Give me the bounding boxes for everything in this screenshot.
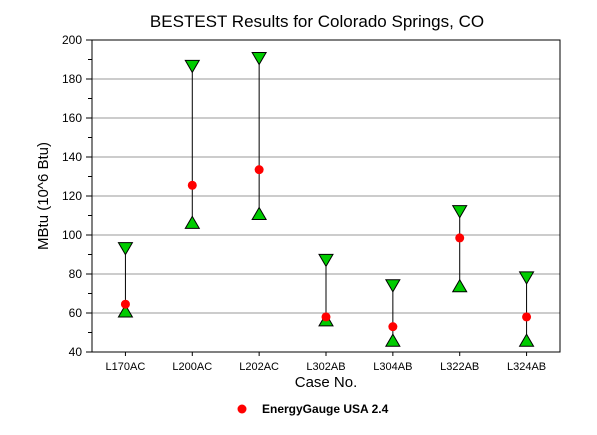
x-tick-label: L302AB: [306, 361, 345, 373]
range-min-marker: [117, 304, 134, 318]
data-point: [254, 165, 264, 175]
y-tick-label: 40: [69, 345, 83, 359]
data-point: [388, 322, 398, 332]
y-tick-label: 180: [62, 72, 82, 86]
y-tick-label: 140: [62, 150, 82, 164]
y-tick-label: 160: [62, 111, 82, 125]
range-max-marker: [384, 279, 401, 293]
y-axis-title: MBtu (10^6 Btu): [35, 142, 52, 250]
y-tick-label: 200: [62, 33, 82, 47]
legend-marker-energygauge: [237, 404, 247, 414]
range-min-marker: [184, 215, 201, 229]
legend-label-energygauge: EnergyGauge USA 2.4: [262, 402, 389, 416]
range-min-marker: [451, 278, 468, 293]
data-point: [522, 312, 532, 322]
legend: EnergyGauge USA 2.4: [237, 402, 389, 416]
range-max-marker: [451, 205, 468, 219]
x-tick-label: L324AB: [507, 361, 546, 373]
chart-title: BESTEST Results for Colorado Springs, CO: [150, 12, 484, 31]
x-tick-label: L200AC: [172, 361, 212, 373]
x-tick-label: L170AC: [106, 361, 146, 373]
data-point: [187, 180, 197, 190]
range-max-marker: [117, 242, 134, 256]
y-tick-label: 60: [69, 306, 83, 320]
x-tick-label: L304AB: [373, 361, 412, 373]
x-tick-label: L202AC: [239, 361, 279, 373]
data-point: [120, 299, 130, 309]
y-tick-label: 80: [69, 267, 83, 281]
range-min-marker: [384, 333, 401, 347]
range-max-marker: [251, 52, 268, 66]
range-max-marker: [518, 271, 535, 285]
x-axis-title: Case No.: [295, 374, 358, 391]
x-tick-label: L322AB: [440, 361, 479, 373]
range-max-marker: [184, 59, 201, 74]
y-tick-label: 100: [62, 228, 82, 242]
y-tick-label: 120: [62, 189, 82, 203]
range-max-marker: [318, 253, 334, 268]
range-min-marker: [251, 206, 268, 221]
data-point: [455, 233, 465, 243]
plot-area: 40 60 80 100 120 140 160 180 200 L170AC L200AC L202…: [62, 33, 561, 373]
range-min-marker: [518, 333, 535, 347]
data-point: [321, 312, 331, 322]
